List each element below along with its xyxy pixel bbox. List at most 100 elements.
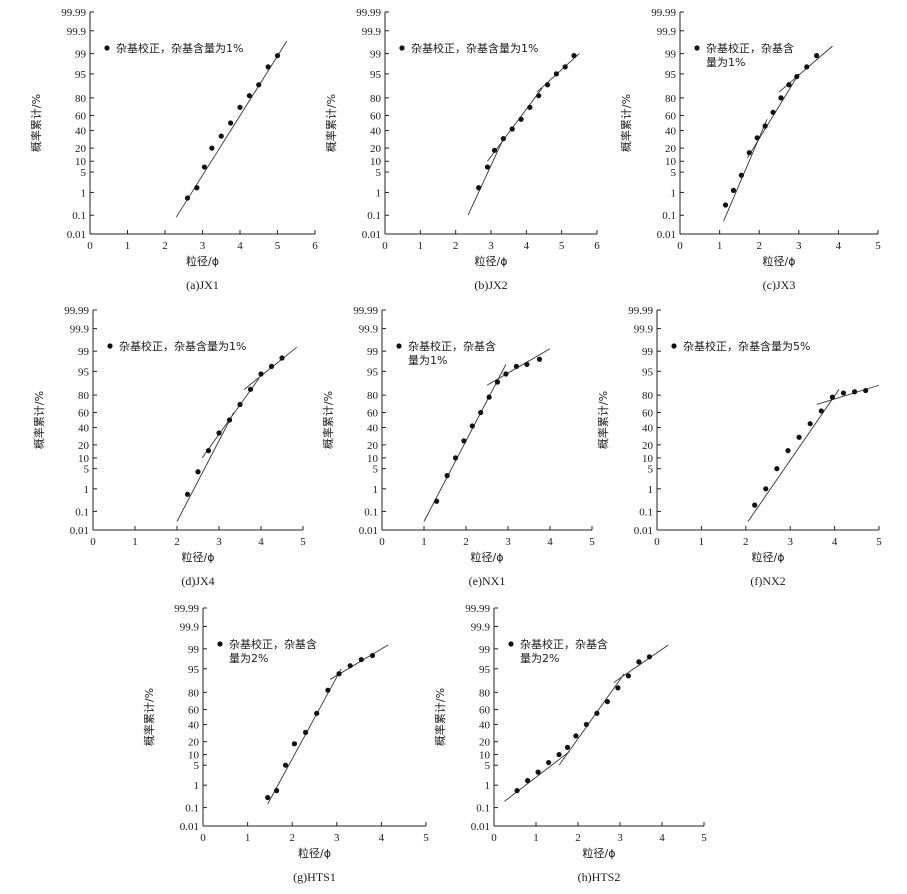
x-tick-label: 0 [382, 240, 388, 252]
y-tick-label: 20 [370, 143, 382, 155]
x-tick-label: 4 [832, 536, 838, 548]
x-tick-label: 5 [423, 832, 429, 844]
data-point [625, 673, 631, 679]
y-axis-label: 概率累计/% [321, 391, 335, 449]
data-point [604, 699, 610, 705]
y-tick-label: 1 [84, 484, 90, 496]
data-point [535, 769, 541, 775]
legend-marker [399, 45, 405, 51]
data-point [583, 721, 589, 728]
x-tick-label: 1 [717, 240, 723, 252]
y-tick-label: 5 [671, 167, 677, 179]
data-point [484, 164, 491, 170]
x-tick-label: 2 [575, 832, 581, 844]
data-point [840, 390, 847, 396]
y-tick-label: 0.1 [662, 210, 676, 222]
x-axis-label: 粒径/ϕ [475, 254, 508, 268]
y-tick-label: 99.9 [634, 324, 654, 336]
data-point [500, 136, 506, 142]
y-tick-label: 1 [373, 484, 379, 496]
y-tick-label: 95 [665, 69, 677, 81]
data-point [556, 751, 562, 758]
data-point [518, 116, 524, 122]
data-point [347, 663, 353, 669]
panel-caption: (c)JX3 [763, 278, 796, 292]
legend-text: 量为1% [706, 56, 745, 69]
y-tick-label: 95 [642, 366, 654, 378]
y-tick-label: 99 [479, 644, 491, 656]
panel-hts1: 0.01 0.1 1 5 10 20 40 60 80 95 99 99.9 99.99 0 1 2 3 4 5 粒径… [140, 596, 440, 894]
x-tick-label: 1 [421, 536, 427, 548]
x-tick-label: 0 [200, 832, 206, 844]
x-tick-label: 5 [275, 240, 281, 252]
y-tick-label: 99.9 [180, 621, 200, 633]
x-tick-label: 1 [533, 832, 539, 844]
data-point [325, 687, 331, 693]
fit-line [747, 389, 840, 522]
fit-line [816, 384, 880, 405]
panel-jx4: 0.01 0.1 1 5 10 20 40 60 80 95 99 99.9 99.99 0 1 2 3 4 5 粒径… [0, 298, 310, 596]
y-tick-label: 5 [648, 464, 654, 476]
y-tick-label: 20 [75, 143, 87, 155]
x-tick-label: 6 [312, 240, 318, 252]
y-tick-label: 99.9 [70, 324, 90, 336]
y-axis-label: 概率累计/% [433, 688, 447, 746]
data-point [291, 741, 298, 747]
panel-caption: (f)NX2 [750, 574, 785, 588]
data-point [564, 744, 571, 750]
fit-line [467, 138, 504, 216]
x-tick-label: 4 [258, 536, 264, 548]
y-tick-label: 40 [188, 719, 200, 731]
data-point [246, 93, 252, 99]
panel-jx3: 0.01 0.1 1 5 10 20 40 60 80 95 99 99.9 99.99 0 1 2 3 4 5 粒径… [590, 0, 890, 298]
data-point [794, 73, 800, 80]
x-tick-label: 3 [787, 536, 793, 548]
data-point [358, 656, 364, 663]
x-tick-label: 3 [617, 832, 623, 844]
x-tick-label: 0 [90, 536, 96, 548]
data-point [804, 64, 810, 70]
x-tick-label: 5 [876, 536, 882, 548]
data-point [282, 762, 289, 768]
y-tick-label: 5 [194, 760, 200, 772]
legend-marker [508, 641, 514, 647]
data-point [785, 448, 791, 454]
x-axis-label: 粒径/ϕ [182, 550, 215, 564]
legend-text: 杂基校正，杂基含 [706, 41, 794, 55]
data-point [494, 379, 501, 385]
y-tick-label: 99.99 [61, 7, 86, 19]
y-tick-label: 40 [665, 126, 677, 138]
data-point [218, 133, 224, 139]
x-tick-label: 5 [300, 536, 306, 548]
y-tick-label: 5 [376, 167, 382, 179]
y-tick-label: 1 [671, 187, 677, 199]
y-tick-label: 40 [370, 126, 382, 138]
data-point [226, 417, 233, 423]
data-point [818, 408, 824, 414]
data-point [273, 788, 280, 794]
legend-text: 量为2% [520, 652, 559, 665]
data-point [256, 82, 262, 88]
data-point [237, 401, 243, 408]
data-point [524, 361, 530, 367]
y-tick-label: 10 [665, 156, 677, 168]
data-point [786, 82, 792, 88]
y-tick-label: 99.99 [174, 603, 199, 615]
y-tick-label: 10 [479, 750, 491, 762]
data-point [546, 759, 552, 766]
data-point [247, 386, 254, 392]
y-tick-label: 5 [373, 464, 379, 476]
x-tick-label: 2 [174, 536, 180, 548]
y-tick-label: 40 [367, 422, 379, 434]
y-tick-label: 99.99 [356, 7, 381, 19]
y-tick-label: 80 [188, 687, 200, 699]
y-tick-label: 95 [78, 366, 90, 378]
y-tick-label: 40 [642, 422, 654, 434]
data-point [201, 164, 207, 170]
legend-marker [107, 343, 113, 349]
data-point [571, 53, 577, 59]
